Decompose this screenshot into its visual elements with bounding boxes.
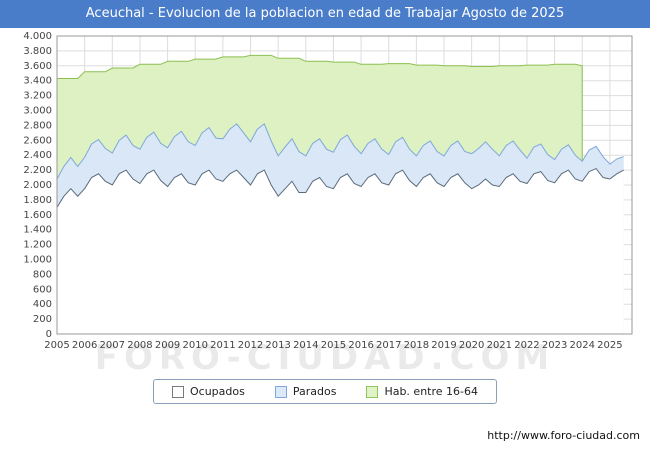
legend-label: Ocupados (189, 385, 245, 398)
svg-text:2.000: 2.000 (23, 180, 52, 191)
svg-text:2024: 2024 (570, 340, 595, 351)
svg-text:3.200: 3.200 (23, 91, 52, 102)
svg-text:2008: 2008 (127, 340, 152, 351)
page-title: Aceuchal - Evolucion de la poblacion en … (85, 6, 565, 21)
footer-url: http://www.foro-ciudad.com (487, 429, 640, 442)
svg-text:2.200: 2.200 (23, 165, 52, 176)
svg-text:200: 200 (33, 314, 52, 325)
svg-text:2017: 2017 (376, 340, 401, 351)
svg-text:2023: 2023 (542, 340, 567, 351)
svg-text:2005: 2005 (44, 340, 69, 351)
svg-text:3.400: 3.400 (23, 76, 52, 87)
svg-text:3.800: 3.800 (23, 46, 52, 57)
legend-label: Parados (292, 385, 337, 398)
svg-text:1.600: 1.600 (23, 210, 52, 221)
svg-text:0: 0 (46, 329, 52, 340)
legend-item: Hab. entre 16-64 (366, 385, 478, 398)
svg-text:2015: 2015 (321, 340, 346, 351)
legend-item: Ocupados (171, 385, 245, 398)
legend-swatch (274, 385, 287, 398)
svg-text:1.800: 1.800 (23, 195, 52, 206)
svg-text:400: 400 (33, 299, 52, 310)
svg-text:3.000: 3.000 (23, 106, 52, 117)
svg-text:4.000: 4.000 (23, 31, 52, 42)
legend-item: Parados (274, 385, 337, 398)
svg-text:800: 800 (33, 269, 52, 280)
svg-text:2019: 2019 (431, 340, 456, 351)
svg-text:2.600: 2.600 (23, 135, 52, 146)
population-evolution-chart: 0 200 400 600 800 1.000 1.200 1.400 1.600 1.800 2.… (23, 31, 633, 351)
svg-text:2012: 2012 (238, 340, 263, 351)
svg-text:2022: 2022 (514, 340, 539, 351)
svg-text:2.800: 2.800 (23, 120, 52, 131)
svg-text:2009: 2009 (155, 340, 180, 351)
chart-title-bar: Aceuchal - Evolucion de la poblacion en … (0, 0, 650, 28)
svg-text:2016: 2016 (348, 340, 373, 351)
chart-legend: Ocupados Parados Hab. entre 16-64 (152, 379, 497, 404)
svg-text:600: 600 (33, 284, 52, 295)
svg-text:2021: 2021 (487, 340, 512, 351)
svg-text:1.000: 1.000 (23, 255, 52, 266)
legend-row: Ocupados Parados Hab. entre 16-64 (0, 379, 650, 404)
chart-area: 0 200 400 600 800 1.000 1.200 1.400 1.600 1.800 2.… (0, 28, 650, 373)
svg-text:2006: 2006 (72, 340, 97, 351)
svg-text:2020: 2020 (459, 340, 484, 351)
svg-text:2018: 2018 (404, 340, 429, 351)
legend-label: Hab. entre 16-64 (384, 385, 478, 398)
svg-text:1.400: 1.400 (23, 225, 52, 236)
svg-text:3.600: 3.600 (23, 61, 52, 72)
svg-text:2014: 2014 (293, 340, 318, 351)
svg-text:1.200: 1.200 (23, 240, 52, 251)
svg-text:2013: 2013 (265, 340, 290, 351)
svg-text:2.400: 2.400 (23, 150, 52, 161)
svg-text:2025: 2025 (597, 340, 622, 351)
svg-text:2010: 2010 (182, 340, 207, 351)
legend-swatch (366, 385, 379, 398)
legend-swatch (171, 385, 184, 398)
svg-text:2011: 2011 (210, 340, 235, 351)
svg-text:2007: 2007 (100, 340, 125, 351)
